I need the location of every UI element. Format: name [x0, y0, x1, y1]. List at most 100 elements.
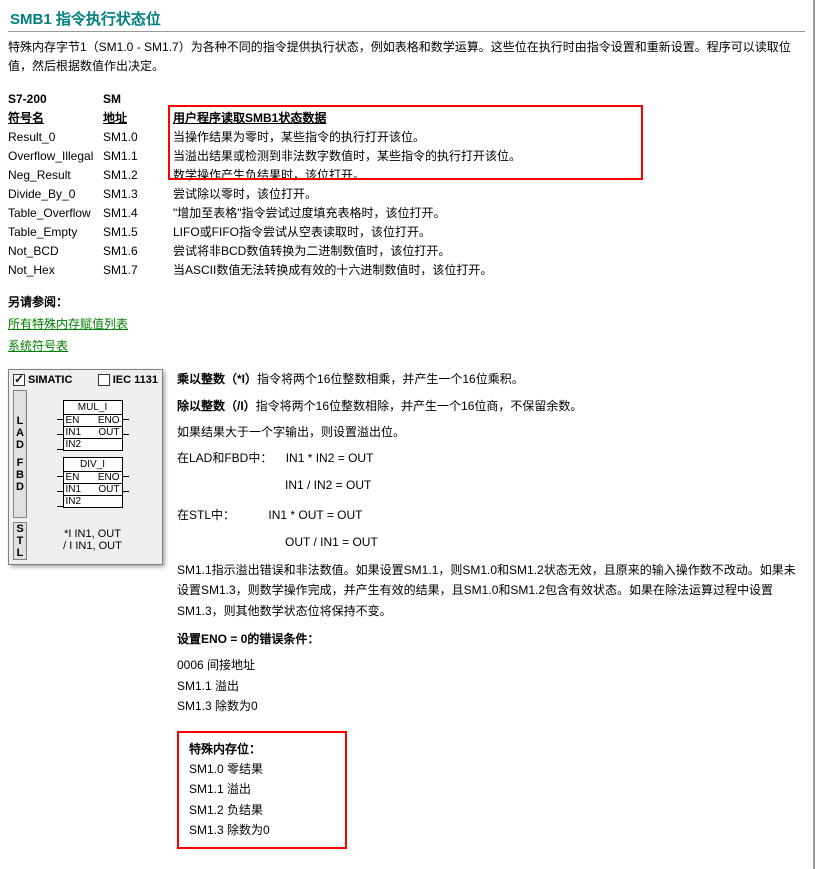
desc: 数学操作产生负结果时，该位打开。 — [173, 166, 805, 185]
table-row: Neg_ResultSM1.2数学操作产生负结果时，该位打开。 — [8, 166, 805, 185]
div-title: DIV_I — [64, 458, 122, 472]
sym: Not_Hex — [8, 261, 103, 280]
eno-err-3: SM1.3 除数为0 — [177, 696, 805, 716]
special-mem-title: 特殊内存位： — [189, 739, 335, 759]
see-also-label: 另请参阅： — [8, 295, 68, 309]
lower-content: SIMATIC IEC 1131 LAD FBD MUL_I — [8, 369, 805, 848]
mul-block: MUL_I ENENO IN1OUT IN2 — [63, 400, 123, 451]
title-divider — [8, 31, 805, 32]
pin-in2: IN2 — [66, 496, 82, 507]
desc: 尝试除以零时，该位打开。 — [173, 185, 805, 204]
div-bold: 除以整数（/I） — [177, 399, 256, 413]
iec-checkbox[interactable] — [98, 374, 110, 386]
table-row: Overflow_IllegalSM1.1当溢出结果或检测到非法数字数值时，某些… — [8, 147, 805, 166]
table-row: Not_BCDSM1.6尝试将非BCD数值转换为二进制数值时，该位打开。 — [8, 242, 805, 261]
mul-desc: 乘以整数（*I）指令将两个16位整数相乘，并产生一个16位乘积。 — [177, 369, 805, 389]
link-sys-symbols[interactable]: 系统符号表 — [8, 339, 68, 353]
div-block: DIV_I EN ENO IN1 OUT IN2 — [63, 457, 123, 508]
table-header-1: S7-200 SM — [8, 90, 805, 109]
stl-eq: 在STL中： IN1 * OUT = OUT — [177, 505, 805, 525]
pin-eno: ENO — [98, 415, 120, 426]
div-rest: 指令将两个16位整数相除，并产生一个16位商，不保留余数。 — [256, 399, 583, 413]
pin-out: OUT — [98, 427, 119, 438]
see-also: 另请参阅： 所有特殊内存赋值列表 系统符号表 — [8, 292, 805, 357]
addr: SM1.7 — [103, 261, 173, 280]
lad-fbd-main: MUL_I EN ENO IN1 OUT IN2 DIV_I EN ENO IN1 OU… — [27, 390, 158, 518]
sym: Table_Empty — [8, 223, 103, 242]
sym: Result_0 — [8, 128, 103, 147]
pin-out: OUT — [98, 484, 119, 495]
col3-header-b: 用户程序读取SMB1状态数据 — [173, 109, 805, 128]
eq1: IN1 * IN2 = OUT — [286, 448, 374, 468]
stl-line-1: *I IN1, OUT — [27, 528, 158, 540]
addr: SM1.5 — [103, 223, 173, 242]
link-all-sm[interactable]: 所有特殊内存赋值列表 — [8, 317, 128, 331]
desc: 当ASCII数值无法转换成有效的十六进制数值时，该位打开。 — [173, 261, 805, 280]
special-mem-1: SM1.0 零结果 — [189, 759, 335, 779]
page: SMB1 指令执行状态位 特殊内存字节1（SM1.0 - SM1.7）为各种不同… — [0, 0, 815, 869]
stl-label: 在STL中： — [177, 508, 235, 522]
stl-side: STL — [13, 522, 27, 560]
table-row: Table_EmptySM1.5LIFO或FIFO指令尝试从空表读取时，该位打开… — [8, 223, 805, 242]
addr: SM1.4 — [103, 204, 173, 223]
mul-bold: 乘以整数（*I） — [177, 372, 257, 386]
pin-in1: IN1 — [66, 427, 82, 438]
addr: SM1.3 — [103, 185, 173, 204]
table-row: Table_OverflowSM1.4"增加至表格"指令尝试过度填充表格时，该位… — [8, 204, 805, 223]
overflow-note: 如果结果大于一个字输出，则设置溢出位。 — [177, 422, 805, 442]
pin-in1: IN1 — [66, 484, 82, 495]
col2-header-b: 地址 — [103, 109, 173, 128]
desc: 当操作结果为零时，某些指令的执行打开该位。 — [173, 128, 805, 147]
col2-header-a: SM — [103, 90, 173, 109]
sym: Neg_Result — [8, 166, 103, 185]
simatic-label: SIMATIC — [28, 374, 72, 386]
diagram-stl: STL *I IN1, OUT / I IN1, OUT — [13, 522, 158, 560]
pin-en: EN — [66, 415, 80, 426]
mul-title: MUL_I — [64, 401, 122, 415]
page-title: SMB1 指令执行状态位 — [10, 8, 805, 29]
special-mem-wrap: 特殊内存位： SM1.0 零结果 SM1.1 溢出 SM1.2 负结果 SM1.… — [177, 731, 347, 849]
stl-main: *I IN1, OUT / I IN1, OUT — [27, 522, 158, 560]
table-header-2: 符号名 地址 用户程序读取SMB1状态数据 — [8, 109, 805, 128]
desc: 尝试将非BCD数值转换为二进制数值时，该位打开。 — [173, 242, 805, 261]
simatic-checkbox[interactable] — [13, 374, 25, 386]
desc: 当溢出结果或检测到非法数字数值时，某些指令的执行打开该位。 — [173, 147, 805, 166]
pin-eno: ENO — [98, 472, 120, 483]
pin-en: EN — [66, 472, 80, 483]
intro-text: 特殊内存字节1（SM1.0 - SM1.7）为各种不同的指令提供执行状态，例如表… — [8, 38, 805, 76]
desc: "增加至表格"指令尝试过度填充表格时，该位打开。 — [173, 204, 805, 223]
special-mem-3: SM1.2 负结果 — [189, 800, 335, 820]
eno-err-1: 0006 间接地址 — [177, 655, 805, 675]
eq2: IN1 / IN2 = OUT — [285, 475, 805, 495]
div-desc: 除以整数（/I）指令将两个16位整数相除，并产生一个16位商，不保留余数。 — [177, 396, 805, 416]
addr: SM1.6 — [103, 242, 173, 261]
table-row: Not_HexSM1.7当ASCII数值无法转换成有效的十六进制数值时，该位打开… — [8, 261, 805, 280]
sm-table-wrap: S7-200 SM 符号名 地址 用户程序读取SMB1状态数据 Result_0… — [8, 90, 805, 280]
diagram-header: SIMATIC IEC 1131 — [13, 374, 158, 386]
special-mem-2: SM1.1 溢出 — [189, 779, 335, 799]
stl-line-2: / I IN1, OUT — [27, 540, 158, 552]
sym: Overflow_Illegal — [8, 147, 103, 166]
eq4: OUT / IN1 = OUT — [285, 532, 805, 552]
sym: Table_Overflow — [8, 204, 103, 223]
table-row: Divide_By_0SM1.3尝试除以零时，该位打开。 — [8, 185, 805, 204]
mul-rest: 指令将两个16位整数相乘，并产生一个16位乘积。 — [257, 372, 524, 386]
table-row: Result_0SM1.0当操作结果为零时，某些指令的执行打开该位。 — [8, 128, 805, 147]
sym: Divide_By_0 — [8, 185, 103, 204]
addr: SM1.2 — [103, 166, 173, 185]
eno-header: 设置ENO = 0的错误条件： — [177, 629, 805, 649]
col3-header-a — [173, 90, 805, 109]
col1-header-a: S7-200 — [8, 90, 103, 109]
iec-label: IEC 1131 — [113, 374, 158, 386]
special-mem-4: SM1.3 除数为0 — [189, 820, 335, 840]
instruction-diagram: SIMATIC IEC 1131 LAD FBD MUL_I — [8, 369, 163, 565]
sm11-note: SM1.1指示溢出错误和非法数值。如果设置SM1.1，则SM1.0和SM1.2状… — [177, 560, 805, 621]
sym: Not_BCD — [8, 242, 103, 261]
sm-table: S7-200 SM 符号名 地址 用户程序读取SMB1状态数据 Result_0… — [8, 90, 805, 280]
col1-header-b: 符号名 — [8, 109, 103, 128]
lad-fbd-eq: 在LAD和FBD中： IN1 * IN2 = OUT — [177, 448, 805, 468]
eq3: IN1 * OUT = OUT — [268, 505, 362, 525]
addr: SM1.1 — [103, 147, 173, 166]
desc: LIFO或FIFO指令尝试从空表读取时，该位打开。 — [173, 223, 805, 242]
highlight-box-2: 特殊内存位： SM1.0 零结果 SM1.1 溢出 SM1.2 负结果 SM1.… — [177, 731, 347, 849]
